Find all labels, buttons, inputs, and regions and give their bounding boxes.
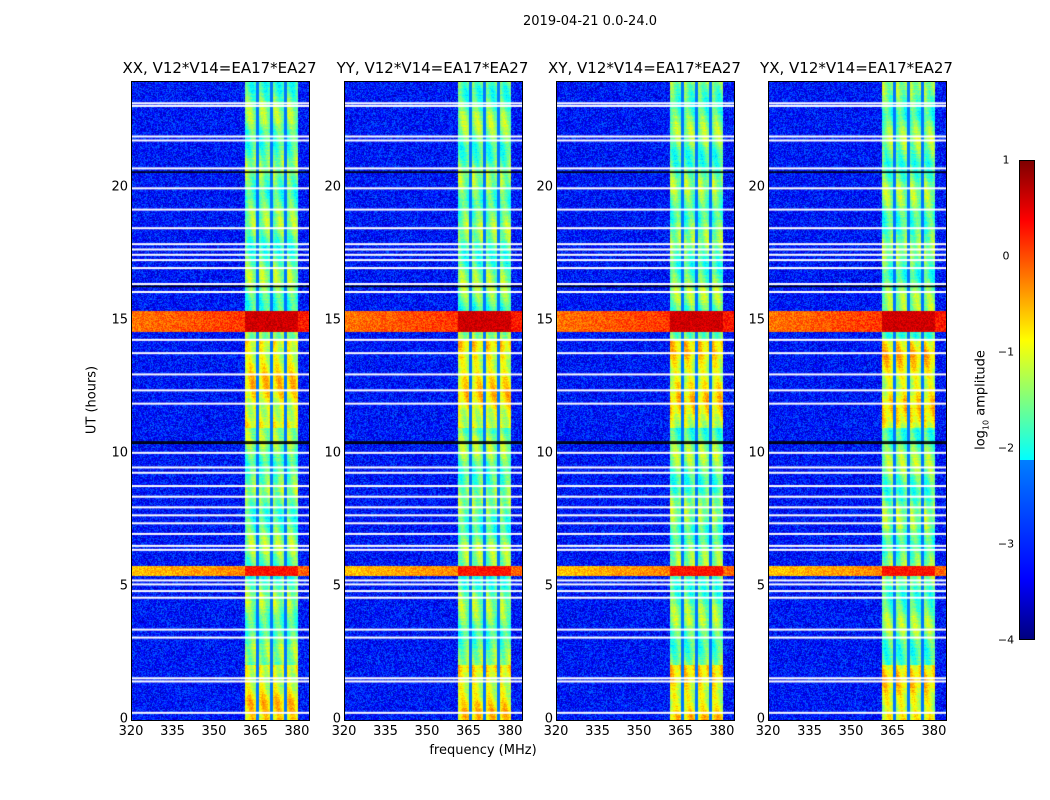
y-tick-label: 15: [536, 312, 553, 328]
heatmap-panel-yx: [768, 81, 947, 721]
y-tick-label: 0: [544, 711, 553, 727]
colorbar-tick-label: −1: [997, 345, 1015, 359]
heatmap-panel-yy: [344, 81, 523, 721]
x-tick-label: 365: [668, 724, 693, 739]
x-tick-label: 380: [284, 724, 310, 739]
y-tick-label: 20: [536, 179, 553, 195]
x-tick-label: 350: [201, 724, 227, 739]
x-tick-label: 350: [414, 724, 440, 739]
y-tick-label: 5: [332, 578, 341, 594]
panel-title: YY, V12*V14=EA17*EA27: [336, 59, 529, 77]
y-tick-label: 5: [119, 578, 128, 594]
x-axis-label: frequency (MHz): [429, 743, 537, 758]
x-tick-label: 380: [709, 724, 735, 739]
heatmap-panel-xy: [556, 81, 735, 721]
suptitle: 2019-04-21 0.0-24.0: [523, 14, 657, 29]
y-tick-label: 0: [332, 711, 341, 727]
y-tick-label: 15: [324, 312, 341, 328]
colorbar-label: log10 amplitude: [973, 350, 991, 450]
y-tick-label: 0: [756, 711, 765, 727]
y-tick-label: 0: [119, 711, 128, 727]
y-tick-label: 20: [324, 179, 341, 195]
y-tick-label: 15: [111, 312, 128, 328]
x-tick-label: 335: [160, 724, 185, 739]
x-tick-label: 320: [543, 724, 569, 739]
colorbar-tick-label: 0: [1002, 249, 1010, 263]
colorbar: [1019, 160, 1035, 640]
y-tick-label: 20: [111, 179, 128, 195]
y-axis-label: UT (hours): [84, 365, 100, 435]
x-tick-label: 350: [838, 724, 864, 739]
y-tick-label: 5: [756, 578, 765, 594]
colorbar-tick-label: −2: [997, 441, 1015, 455]
y-tick-label: 10: [536, 445, 553, 461]
x-tick-label: 350: [626, 724, 652, 739]
y-tick-label: 10: [111, 445, 128, 461]
x-tick-label: 365: [243, 724, 268, 739]
panel-title: YX, V12*V14=EA17*EA27: [760, 59, 953, 77]
x-tick-label: 320: [331, 724, 357, 739]
y-tick-label: 10: [324, 445, 341, 461]
x-tick-label: 365: [880, 724, 905, 739]
heatmap-panel-xx: [131, 81, 310, 721]
panel-title: XX, V12*V14=EA17*EA27: [122, 59, 317, 77]
colorbar-tick-label: 1: [1002, 153, 1010, 167]
y-tick-label: 10: [748, 445, 765, 461]
x-tick-label: 320: [118, 724, 144, 739]
x-tick-label: 380: [497, 724, 523, 739]
x-tick-label: 335: [585, 724, 610, 739]
colorbar-tick-label: −4: [997, 633, 1015, 647]
x-tick-label: 365: [456, 724, 481, 739]
colorbar-tick-label: −3: [997, 537, 1015, 551]
x-tick-label: 320: [755, 724, 781, 739]
panel-title: XY, V12*V14=EA17*EA27: [548, 59, 741, 77]
x-tick-label: 380: [921, 724, 947, 739]
y-tick-label: 15: [748, 312, 765, 328]
x-tick-label: 335: [373, 724, 398, 739]
x-tick-label: 335: [797, 724, 822, 739]
y-tick-label: 5: [544, 578, 553, 594]
y-tick-label: 20: [748, 179, 765, 195]
